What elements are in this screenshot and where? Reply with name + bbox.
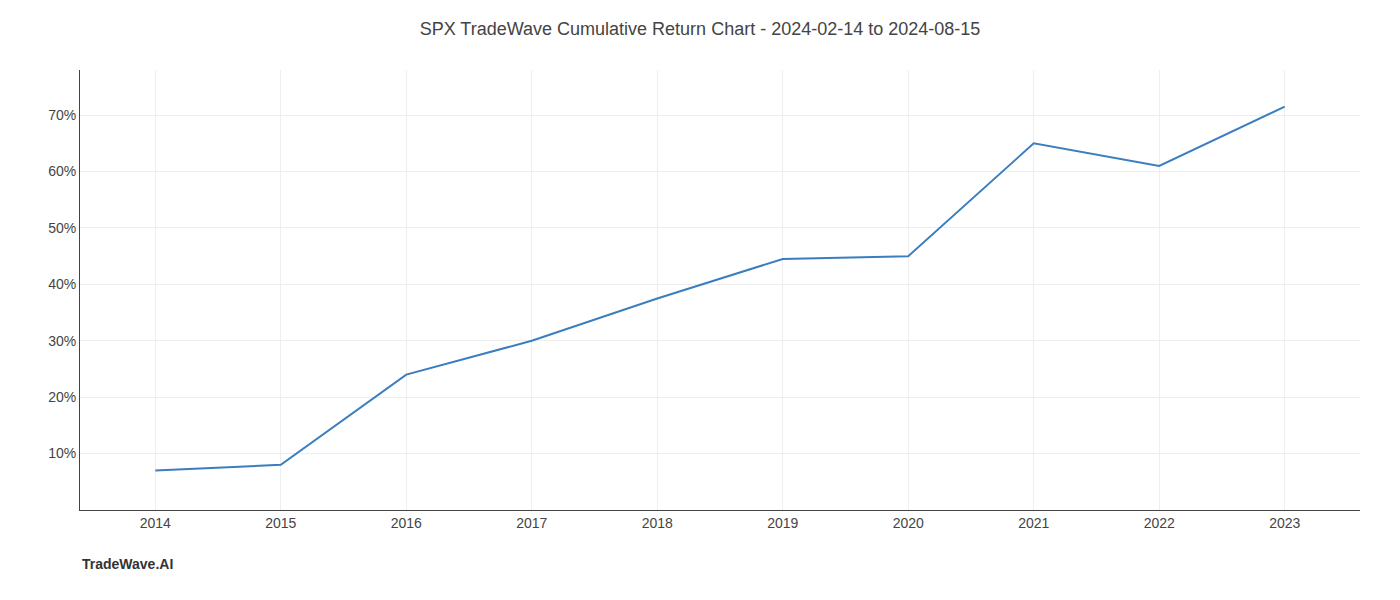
svg-text:10%: 10% [48, 445, 76, 461]
svg-text:2015: 2015 [265, 515, 296, 531]
svg-text:SPX TradeWave Cumulative Retur: SPX TradeWave Cumulative Return Chart - … [420, 19, 981, 39]
svg-text:2017: 2017 [516, 515, 547, 531]
svg-text:60%: 60% [48, 163, 76, 179]
svg-text:70%: 70% [48, 107, 76, 123]
svg-text:2014: 2014 [140, 515, 171, 531]
svg-text:30%: 30% [48, 333, 76, 349]
svg-text:50%: 50% [48, 220, 76, 236]
svg-text:40%: 40% [48, 276, 76, 292]
svg-text:2023: 2023 [1269, 515, 1300, 531]
svg-text:2019: 2019 [767, 515, 798, 531]
svg-text:2016: 2016 [391, 515, 422, 531]
svg-text:2018: 2018 [642, 515, 673, 531]
svg-text:20%: 20% [48, 389, 76, 405]
svg-text:2020: 2020 [893, 515, 924, 531]
svg-text:TradeWave.AI: TradeWave.AI [82, 556, 173, 572]
svg-text:2022: 2022 [1144, 515, 1175, 531]
svg-text:2021: 2021 [1018, 515, 1049, 531]
